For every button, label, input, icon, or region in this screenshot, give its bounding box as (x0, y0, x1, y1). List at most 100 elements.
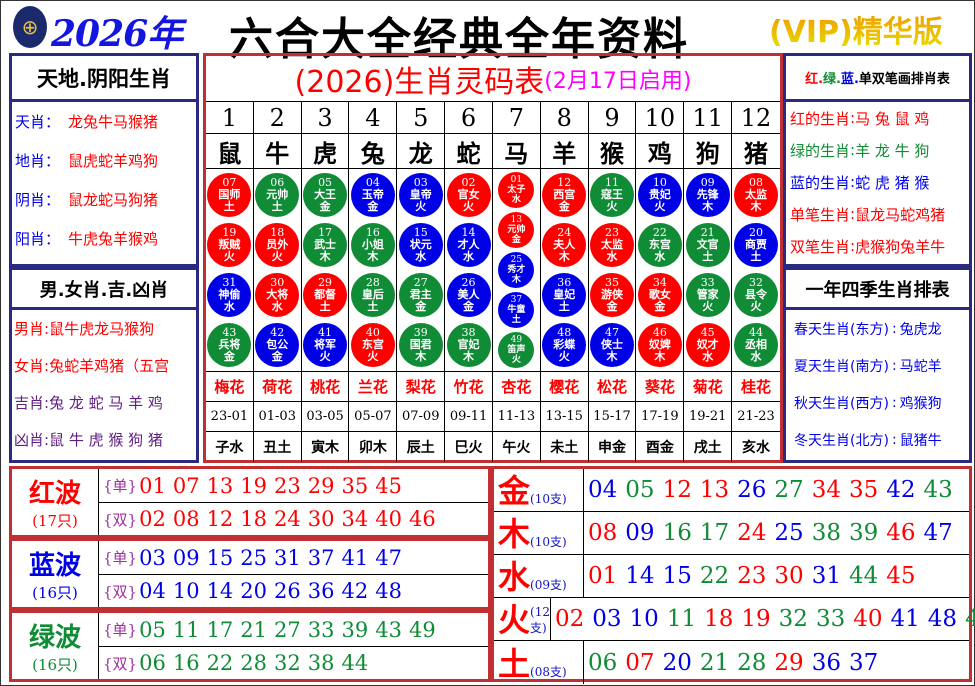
wave-number: 33 (307, 617, 335, 642)
zodiac-row-cell: 牛 (254, 134, 302, 168)
element-number: 44 (848, 563, 879, 589)
element-number: 26 (737, 477, 767, 503)
item-key: 男肖 (14, 320, 45, 338)
box-title-part: 蓝. (840, 72, 859, 87)
number-ball: 11 寇王火 (590, 173, 635, 217)
flower-row-cell: 杏花 (493, 372, 541, 401)
item-sep: : (891, 394, 897, 411)
item-value: 鸡猴狗 (899, 395, 942, 412)
wave-rows: {单} 05 11 17 21 27 33 39 43 49 {双} 06 16 22 28 32 38 44 (99, 613, 488, 679)
ball-element: 木 (558, 250, 570, 263)
element-number: 35 (848, 477, 879, 503)
item-key: 地肖 (15, 152, 46, 170)
ball-title: 包公 (266, 338, 289, 351)
element-number: 03 (592, 606, 622, 632)
wave-number: 36 (307, 579, 335, 603)
ball-number: 14 (461, 226, 476, 239)
item-value: 鼠牛虎龙马猴狗 (49, 320, 155, 338)
element-table: 金 (10支) 04 05 12 13 26 27 34 35 42 43 木 (10支) 08 09 16 17… (491, 466, 975, 684)
number-ball: 25 秀才木 (498, 252, 535, 288)
number-list: 04 05 12 13 26 27 34 35 42 43 (584, 469, 961, 511)
box-title: 一年四季生肖排表 (786, 270, 969, 310)
wave-number: 46 (408, 507, 436, 531)
ball-number: 04 (365, 176, 380, 189)
ball-number: 07 (222, 176, 237, 189)
ball-number: 16 (365, 226, 380, 239)
ball-title: 奴才 (696, 338, 719, 351)
ball-title: 国师 (218, 188, 241, 201)
ball-element: 水 (415, 250, 427, 263)
branch-row-cell: 卯木 (349, 432, 398, 462)
number-ball: 28 皇后土 (350, 273, 395, 317)
ball-element: 火 (415, 200, 427, 213)
ball-column: 07 国师土 19 叛贼火 31 神偷水 43 兵将金 (206, 169, 254, 371)
table-title-main: (2026)生肖灵码表 (294, 64, 545, 100)
element-row: 土 (08支) 06 07 20 21 28 29 36 37 (494, 641, 969, 684)
number-ball: 03 皇帝火 (398, 173, 443, 217)
wave-number: 21 (240, 617, 268, 642)
wave-number: 32 (274, 651, 301, 675)
number-row-cell: 10 (636, 102, 685, 133)
item-value: 兔 龙 蛇 马 羊 鸡 (49, 394, 163, 412)
list-item: 秋天生肖(西方): 鸡猴狗 (786, 384, 969, 421)
ball-title: 都督 (314, 288, 337, 301)
wave-number: 06 (139, 651, 166, 675)
list-item: 阴肖： 鼠龙蛇马狗猪 (12, 180, 196, 219)
number-ball: 24 夫人木 (542, 223, 587, 267)
number-ball: 01 太子水 (498, 172, 535, 208)
item-key: 冬天生肖(北方) (794, 432, 889, 449)
wave-number: 30 (307, 507, 335, 531)
number-ball: 30 大将水 (255, 273, 300, 317)
flower-row-cell: 樱花 (541, 372, 589, 401)
item-key: 双笔生肖 (790, 237, 851, 256)
ball-number: 25 (510, 255, 523, 265)
info-box: 一年四季生肖排表 春天生肖(东方): 兔虎龙 夏天生肖(南方): 马蛇羊 秋天生肖(西方)… (783, 267, 972, 463)
list-item: 蓝的生肖: 蛇 虎 猪 猴 (786, 166, 969, 198)
ball-element: 金 (606, 300, 618, 313)
wave-number: 05 (139, 617, 166, 642)
ball-title: 玉帝 (361, 188, 384, 201)
number-ball: 27 君主金 (398, 273, 443, 317)
element-number: 32 (778, 606, 808, 632)
ball-title: 秀才 (507, 265, 526, 275)
number-ball: 37 牛童土 (498, 292, 535, 328)
ball-title: 国君 (409, 338, 432, 351)
zodiac-row-cell: 鼠 (206, 134, 254, 168)
ball-number: 08 (749, 176, 764, 189)
item-key: 秋天生肖(西方) (794, 395, 889, 412)
element-number: 01 (588, 563, 618, 589)
item-value: 鼠虎蛇羊鸡狗 (68, 152, 159, 170)
ball-element: 金 (654, 300, 666, 313)
ball-element: 水 (271, 300, 283, 313)
number-ball: 12 西宫金 (542, 173, 587, 217)
ball-title: 皇后 (361, 288, 384, 301)
number-list: 06 07 20 21 28 29 36 37 (584, 641, 886, 684)
number-ball: 02 官女火 (446, 173, 491, 217)
ball-number: 29 (318, 276, 333, 289)
ball-title: 贵妃 (648, 188, 671, 201)
wave-name: 蓝波 (28, 551, 81, 581)
item-value: 鼠龙蛇马狗猪 (68, 191, 159, 209)
flower-row-cell: 竹花 (445, 372, 493, 401)
element-number: 07 (625, 649, 655, 676)
number-ball: 20 商贾土 (734, 223, 779, 267)
wave-number: 43 (375, 617, 402, 642)
ball-element: 土 (319, 300, 331, 313)
ball-number: 36 (557, 276, 572, 289)
number-ball: 06 元帅土 (255, 173, 300, 217)
vip-badge: (VIP)精华版 (769, 7, 943, 51)
element-number: 13 (699, 477, 730, 503)
item-sep: : (891, 320, 897, 337)
ball-title: 寇王 (601, 188, 624, 201)
ball-title: 太子 (507, 185, 526, 195)
number-ball: 13 元帅金 (498, 212, 535, 248)
list-item: 绿的生肖: 羊 龙 牛 狗 (786, 134, 969, 166)
element-number: 21 (699, 649, 730, 676)
ball-element: 水 (223, 300, 235, 313)
left-panel: 天地.阴阳生肖 天肖：龙兔牛马猴猪 地肖：鼠虎蛇羊鸡狗 阴肖：鼠龙蛇马狗猪 阳肖：牛虎兔… (9, 53, 199, 463)
ball-title: 太监 (601, 238, 624, 251)
zodiac-row-cell: 马 (493, 134, 541, 168)
time-row-cell: 23-01 (206, 402, 254, 431)
parity-label: {单} (103, 549, 138, 567)
element-number: 42 (886, 477, 916, 503)
